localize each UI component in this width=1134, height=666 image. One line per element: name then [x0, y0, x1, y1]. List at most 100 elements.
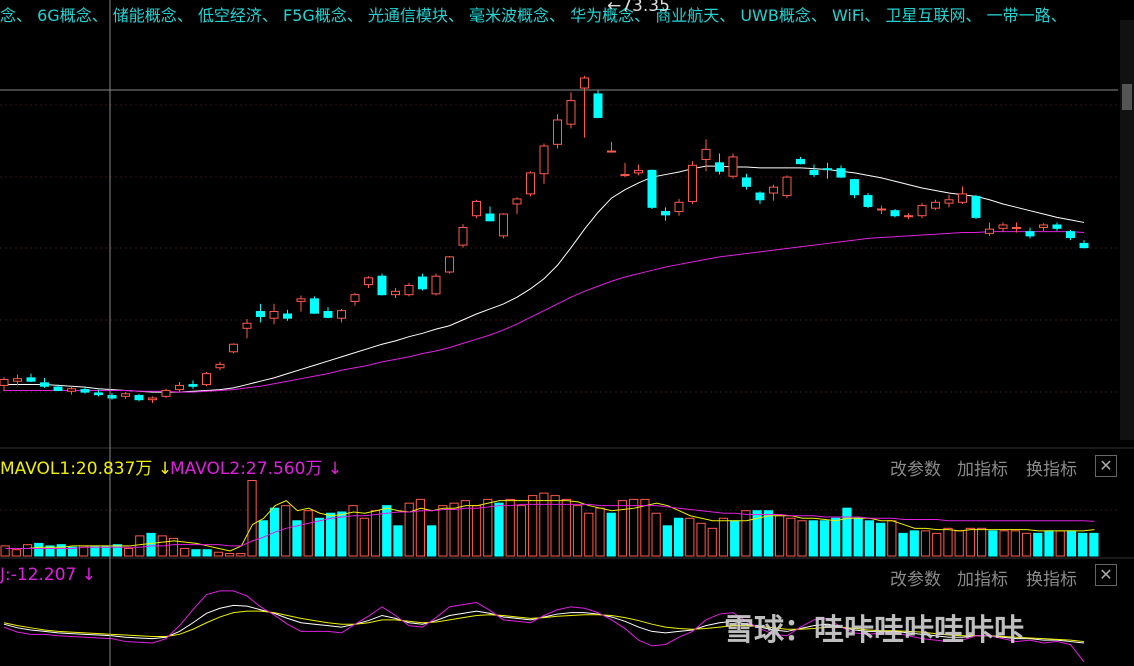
volume-bar: [561, 498, 571, 557]
concept-tag[interactable]: 商业航天: [655, 6, 720, 25]
candle-body: [337, 310, 346, 319]
candlestick-series: [0, 75, 1089, 404]
volume-bar: [292, 520, 302, 557]
vertical-scrollbar[interactable]: [1120, 20, 1134, 440]
candle-body: [0, 379, 9, 386]
concept-tag[interactable]: 一带一路: [986, 6, 1051, 25]
grid-lines: [0, 104, 1134, 559]
volume-bar: [999, 530, 1009, 557]
mavol2-line: [5, 503, 1095, 549]
vol-change-params-button[interactable]: 改参数: [890, 460, 941, 480]
concept-tag[interactable]: 储能概念: [112, 6, 177, 25]
volume-bar: [359, 517, 369, 557]
concept-tag[interactable]: UWB概念: [740, 6, 811, 25]
vol-close-icon[interactable]: ✕: [1095, 455, 1117, 477]
candle-body: [917, 205, 927, 217]
concept-tags-bar: 念、 6G概念、 储能概念、 低空经济、 F5G概念、 光通信模块、 毫米波概念…: [0, 0, 1134, 32]
volume-bar: [135, 535, 145, 557]
candle-body: [242, 322, 252, 329]
candle-body: [445, 256, 454, 273]
candle-body: [728, 156, 738, 177]
volume-bar: [718, 517, 729, 557]
volume-bar: [909, 530, 919, 557]
candle-body: [998, 224, 1008, 229]
candle-body: [148, 397, 157, 401]
concept-separator: 、: [91, 6, 113, 25]
candle-body: [580, 77, 589, 89]
candle-body: [782, 176, 792, 197]
volume-bar: [943, 527, 953, 557]
mavol1-line: [5, 500, 1095, 552]
candle-body: [202, 373, 211, 386]
volume-bar: [1033, 532, 1043, 557]
volume-bar: [819, 520, 830, 557]
volume-bar: [404, 502, 414, 557]
volume-bar: [213, 551, 223, 557]
volume-bar: [977, 527, 987, 557]
volume-bar: [224, 552, 235, 557]
kdj-switch-indicator-button[interactable]: 换指标: [1026, 570, 1077, 590]
candle-body: [283, 313, 292, 319]
volume-bar: [22, 544, 33, 557]
candle-body: [607, 150, 616, 153]
volume-bar: [180, 547, 190, 557]
kdj-change-params-button[interactable]: 改参数: [890, 570, 941, 590]
volume-bar: [651, 512, 661, 557]
candle-body: [971, 195, 981, 218]
concept-tag[interactable]: F5G概念: [283, 6, 347, 25]
candle-body: [944, 199, 954, 204]
concept-tag[interactable]: 卫星互联网: [885, 6, 966, 25]
concept-tag[interactable]: 华为概念: [570, 6, 635, 25]
candle-body: [863, 195, 873, 207]
candle-body: [553, 119, 562, 145]
candle-body: [958, 193, 967, 203]
candle-body: [121, 393, 130, 397]
candle-body: [823, 168, 832, 171]
kdj-add-indicator-button[interactable]: 加指标: [957, 570, 1008, 590]
volume-bar: [786, 517, 796, 557]
volume-bar: [348, 505, 358, 557]
volume-bar: [831, 517, 841, 557]
concept-separator: 、: [634, 6, 656, 25]
mavol2-label: MAVOL2:27.560万 ↓: [170, 459, 343, 479]
concept-tag[interactable]: 毫米波概念: [469, 6, 550, 25]
volume-bar: [539, 492, 549, 557]
vol-add-indicator-button[interactable]: 加指标: [957, 460, 1008, 480]
concept-separator: 、: [549, 6, 571, 25]
concept-tag[interactable]: 6G概念: [37, 6, 92, 25]
candle-body: [877, 208, 886, 211]
volume-bar: [876, 522, 886, 557]
concept-tag[interactable]: 低空经济: [197, 6, 262, 25]
candle-body: [418, 276, 427, 290]
concept-tag[interactable]: 念: [0, 6, 17, 25]
candle-body: [850, 179, 859, 196]
candle-body: [40, 382, 49, 387]
mavol1-label: MAVOL1:20.837万 ↓: [0, 459, 173, 479]
candle-body: [80, 389, 90, 393]
volume-bar: [56, 544, 66, 557]
kdj-close-icon[interactable]: ✕: [1095, 564, 1117, 586]
volume-bar: [763, 510, 773, 557]
candle-body: [377, 275, 387, 296]
ma-magenta-line: [4, 231, 1085, 393]
vol-switch-indicator-button[interactable]: 换指标: [1026, 460, 1077, 480]
candle-body: [323, 310, 333, 318]
volume-bar: [449, 502, 459, 557]
concept-tag[interactable]: WiFi: [831, 6, 865, 25]
candle-body: [931, 201, 940, 209]
volume-bar: [1044, 530, 1054, 557]
candle-body: [809, 169, 819, 176]
volume-bar: [505, 498, 515, 557]
volume-bar: [1078, 532, 1088, 557]
scrollbar-thumb[interactable]: [1122, 84, 1132, 110]
concept-tag[interactable]: 光通信模块: [367, 6, 448, 25]
candle-body: [161, 389, 171, 397]
candle-body: [107, 394, 117, 399]
volume-bar: [673, 517, 684, 557]
volume-bar: [932, 532, 942, 557]
volume-bar: [11, 549, 21, 557]
candle-body: [1066, 231, 1075, 239]
volume-bar: [370, 510, 381, 557]
volume-bar: [965, 527, 976, 557]
candle-body: [296, 298, 306, 302]
